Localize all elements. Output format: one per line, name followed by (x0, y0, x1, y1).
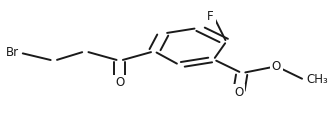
Text: O: O (115, 76, 124, 89)
Text: O: O (272, 60, 281, 73)
Text: O: O (234, 86, 244, 99)
Text: CH₃: CH₃ (306, 73, 328, 86)
Text: Br: Br (6, 46, 19, 59)
Text: F: F (207, 10, 214, 23)
